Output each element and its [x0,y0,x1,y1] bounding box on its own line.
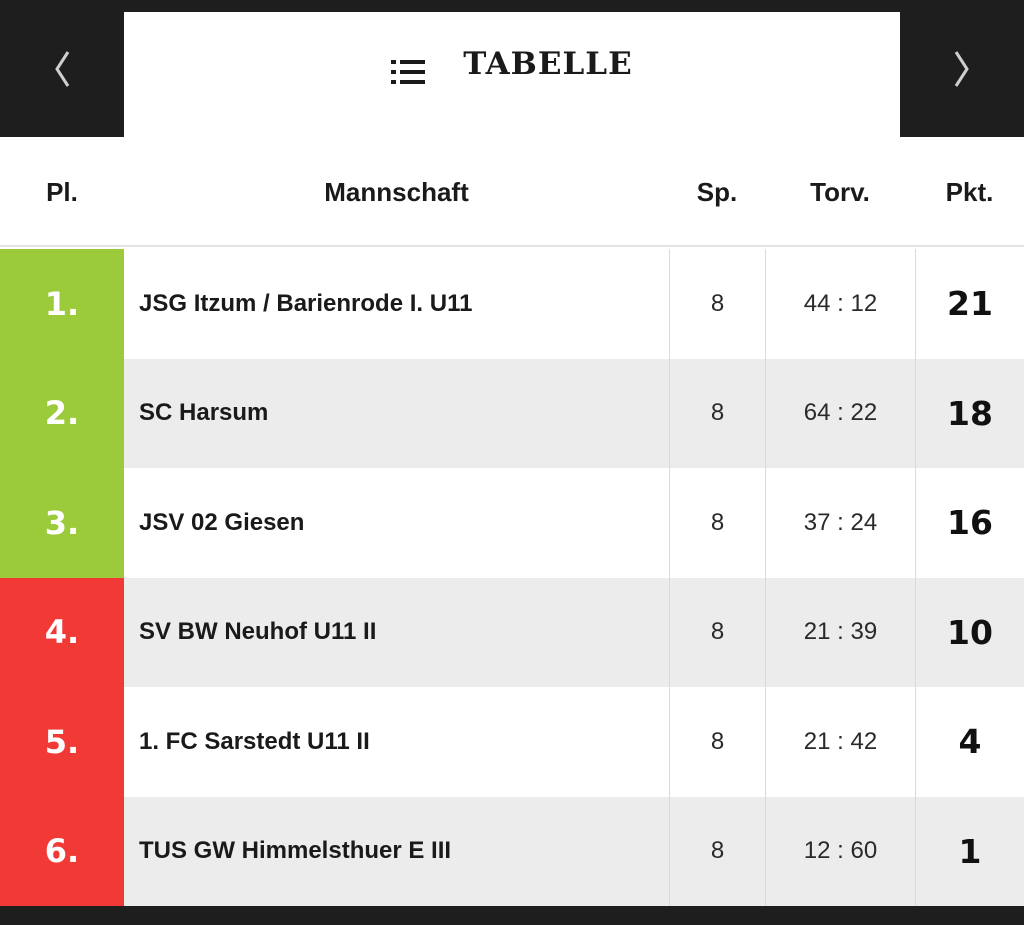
games-cell: 8 [669,468,765,578]
games-cell: 8 [669,687,765,797]
page-title: TABELLE [463,46,633,82]
games-cell: 8 [669,796,765,906]
goals-cell: 21 : 42 [765,687,915,797]
team-name: JSV 02 Giesen [139,508,305,536]
title-tab: TABELLE [124,12,900,137]
next-button[interactable] [900,0,1024,137]
games-cell: 8 [669,249,765,359]
row-background [124,468,1024,578]
rank-cell: 1. [0,249,124,359]
team-name: SC Harsum [139,399,269,427]
chevron-right-icon [954,50,969,87]
standings-table: 1. JSG Itzum / Barienrode I. U11 8 44 : … [0,249,1024,906]
table-row[interactable]: 5. 1. FC Sarstedt U11 II 8 21 : 42 4 [0,687,1024,797]
team-name: JSG Itzum / Barienrode I. U11 [139,289,473,317]
points-cell: 10 [915,577,1024,687]
goals-cell: 44 : 12 [765,249,915,359]
team-name: 1. FC Sarstedt U11 II [139,727,370,755]
header-place: Pl. [46,176,78,207]
row-background [124,577,1024,687]
table-row[interactable]: 4. SV BW Neuhof U11 II 8 21 : 39 10 [0,577,1024,687]
table-row[interactable]: 3. JSV 02 Giesen 8 37 : 24 16 [0,468,1024,578]
team-name: SV BW Neuhof U11 II [139,618,377,646]
points-cell: 21 [915,249,1024,359]
points-cell: 4 [915,687,1024,797]
row-background [124,358,1024,468]
header-goals: Torv. [810,176,870,207]
goals-cell: 64 : 22 [765,358,915,468]
rank-cell: 2. [0,358,124,468]
header-games: Sp. [696,176,738,207]
rank-cell: 6. [0,796,124,906]
list-icon[interactable] [391,58,427,88]
games-cell: 8 [669,358,765,468]
goals-cell: 21 : 39 [765,577,915,687]
goals-cell: 12 : 60 [765,796,915,906]
table-row[interactable]: 2. SC Harsum 8 64 : 22 18 [0,358,1024,468]
table-row[interactable]: 1. JSG Itzum / Barienrode I. U11 8 44 : … [0,249,1024,359]
rank-cell: 3. [0,468,124,578]
chevron-left-icon [55,50,70,87]
row-background [124,687,1024,797]
rank-cell: 5. [0,687,124,797]
header-team: Mannschaft [324,176,469,207]
points-cell: 1 [915,796,1024,906]
row-background [124,796,1024,906]
goals-cell: 37 : 24 [765,468,915,578]
points-cell: 16 [915,468,1024,578]
previous-button[interactable] [0,0,124,137]
points-cell: 18 [915,358,1024,468]
title-row: TABELLE [124,42,900,92]
table-header: Pl. Mannschaft Sp. Torv. Pkt. [0,137,1024,247]
team-name: TUS GW Himmelsthuer E III [139,837,452,865]
games-cell: 8 [669,577,765,687]
rank-cell: 4. [0,577,124,687]
table-row[interactable]: 6. TUS GW Himmelsthuer E III 8 12 : 60 1 [0,796,1024,906]
row-background [124,249,1024,359]
bottom-bar [0,906,1024,925]
header-points: Pkt. [945,176,994,207]
